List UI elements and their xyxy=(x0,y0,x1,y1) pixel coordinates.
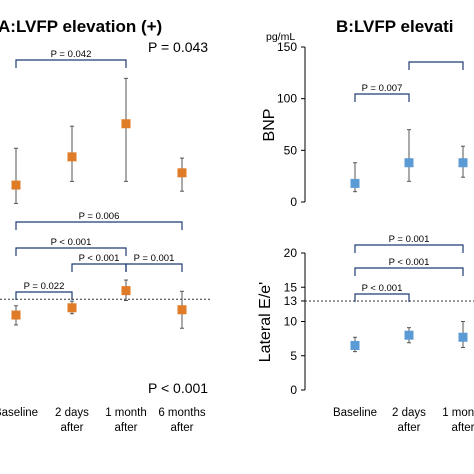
ee-axis-label: Lateral E/e' xyxy=(257,282,274,362)
chart-marks: P = 0.042 P = 0.022 P < 0.001 P = 0.001 P < … xyxy=(0,40,474,434)
x-category-label-a: 6 months xyxy=(158,407,206,419)
A-bottom-comparison-label: P = 0.022 xyxy=(24,281,65,292)
A-bottom-comparison-label: P < 0.001 xyxy=(79,253,120,264)
bnp-axis-label: BNP xyxy=(261,109,278,142)
x-category-label-a: Baseline xyxy=(0,407,38,419)
x-category-label-a: 2 days xyxy=(55,407,89,419)
A-bottom-data-point xyxy=(121,286,131,296)
A-bottom-comparison-bracket xyxy=(15,291,73,300)
B-bottom-data-point xyxy=(404,330,414,340)
A-bottom-comparison-bracket xyxy=(15,221,183,230)
A-top-comparison-label: P = 0.042 xyxy=(51,49,92,60)
B-top-data-point xyxy=(404,158,414,168)
B-top-y-tick-label: 0 xyxy=(290,195,297,209)
A-bottom-data-point xyxy=(11,310,21,320)
A-bottom-comparison-bracket xyxy=(71,263,127,272)
B-bottom-comparison-label: P < 0.001 xyxy=(362,283,403,294)
A-top-comparison-bracket xyxy=(15,59,127,68)
A-bottom-comparison-label: P < 0.001 xyxy=(51,237,92,248)
panel-a-top-overall-p: P = 0.043 xyxy=(148,39,208,55)
x-category-label-a: after xyxy=(170,422,193,434)
A-bottom-comparison-label: P = 0.006 xyxy=(79,211,120,222)
A-top-data-point xyxy=(177,168,187,178)
B-bottom-comparison-label: P < 0.001 xyxy=(389,257,430,268)
B-bottom-y-tick-label: 13 xyxy=(284,294,298,308)
A-bottom-comparison-bracket xyxy=(125,263,183,272)
x-category-label-a: after xyxy=(114,422,137,434)
bnp-unit-label: pg/mL xyxy=(266,31,295,43)
B-bottom-y-tick-label: 5 xyxy=(290,349,297,363)
B-top-data-point xyxy=(350,178,360,188)
A-top-data-point xyxy=(11,180,21,190)
A-top-data-point xyxy=(121,119,131,129)
B-bottom-y-tick-label: 0 xyxy=(290,383,297,397)
B-bottom-y-tick-label: 20 xyxy=(284,246,298,260)
B-top-y-tick-label: 150 xyxy=(277,40,297,54)
A-bottom-data-point xyxy=(177,305,187,315)
B-bottom-comparison-bracket xyxy=(354,267,464,276)
x-category-label-b: 2 days xyxy=(392,407,426,419)
x-category-label-b: after xyxy=(451,422,474,434)
B-top-comparison-bracket xyxy=(354,93,410,102)
B-top-comparison-label: P = 0.007 xyxy=(362,83,403,94)
A-bottom-comparison-label: P = 0.001 xyxy=(134,253,175,264)
B-bottom-y-tick-label: 10 xyxy=(284,315,298,329)
panel-a-bottom-overall-p: P < 0.001 xyxy=(148,380,208,396)
x-category-label-b: Baseline xyxy=(333,407,377,419)
B-top-data-point xyxy=(458,158,468,168)
A-top-data-point xyxy=(67,152,77,162)
B-bottom-comparison-label: P = 0.001 xyxy=(389,234,430,245)
B-bottom-data-point xyxy=(458,332,468,342)
x-category-label-b: after xyxy=(397,422,420,434)
panel-a-title: A:LVFP elevation (+) xyxy=(0,17,162,36)
B-top-y-tick-label: 100 xyxy=(277,92,297,106)
B-bottom-y-tick-label: 15 xyxy=(284,280,298,294)
A-bottom-data-point xyxy=(67,303,77,313)
A-bottom-comparison-bracket xyxy=(15,247,127,256)
B-bottom-data-point xyxy=(350,340,360,350)
x-category-label-b: 1 month xyxy=(442,407,474,419)
B-top-y-tick-label: 50 xyxy=(284,143,298,157)
B-bottom-comparison-bracket xyxy=(354,244,464,253)
x-category-label-a: 1 month xyxy=(105,407,147,419)
B-top-comparison-bracket xyxy=(408,61,464,70)
x-category-label-a: after xyxy=(60,422,83,434)
panel-b-title: B:LVFP elevati xyxy=(336,17,453,36)
B-bottom-comparison-bracket xyxy=(354,293,410,302)
